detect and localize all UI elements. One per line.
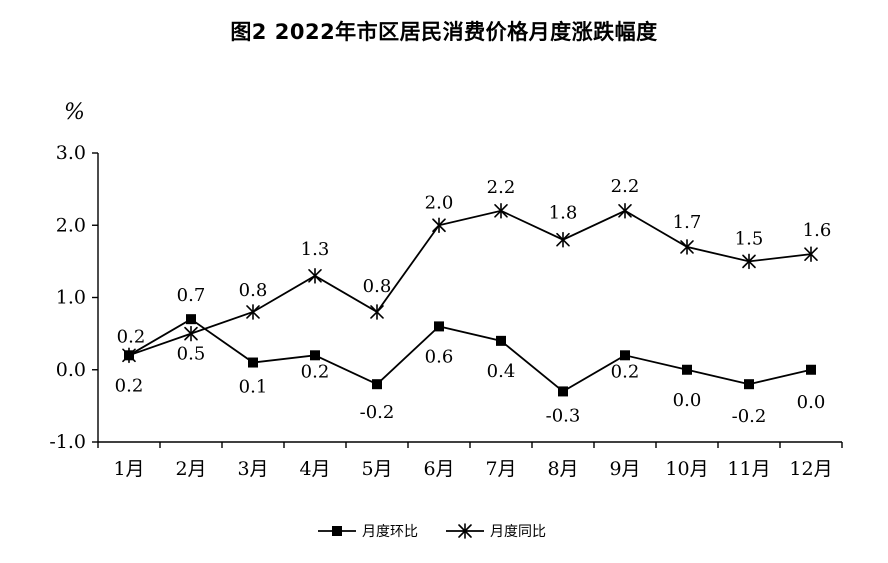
yoy-point [494,203,508,219]
mom-data-label: 0.0 [797,392,826,413]
yoy-point [432,217,446,234]
yoy-point [122,347,136,364]
mom-data-label: 0.7 [177,285,206,306]
mom-data-label: 0.6 [425,346,454,367]
yoy-point [246,304,260,320]
yoy-data-label: 1.7 [673,212,702,233]
y-tick-label: -1.0 [49,431,86,453]
x-tick-label: 2月 [175,458,206,480]
mom-point [186,314,196,325]
mom-series-line [128,318,812,393]
mom-data-label: 0.4 [487,361,516,382]
yoy-data-label: 0.8 [363,276,392,297]
yoy-data-label: 2.2 [611,176,640,197]
y-tick-label: 1.0 [56,287,86,309]
mom-point [372,379,382,390]
mom-point [496,335,506,346]
x-tick-label: 6月 [423,458,454,480]
yoy-data-label: 2.2 [487,177,516,198]
yoy-point [680,239,694,255]
mom-point [310,350,320,361]
x-tick-label: 11月 [727,458,770,480]
legend-label: 月度同比 [490,524,546,540]
yoy-point [308,268,322,284]
mom-data-label: -0.3 [546,405,581,426]
mom-point [248,357,258,368]
yoy-point [184,325,198,342]
mom-point [744,379,754,390]
x-tick-label: 12月 [789,458,832,480]
legend-star-marker [458,523,472,539]
yoy-point [742,253,756,270]
yoy-data-label: 0.5 [177,344,206,365]
x-tick-label: 8月 [547,458,578,480]
mom-data-label: 0.2 [611,361,640,382]
legend-square-marker [332,526,342,536]
mom-point [558,386,568,397]
yoy-data-label: 0.2 [117,326,146,347]
y-axis-unit-label: % [64,100,85,125]
yoy-data-label: 1.3 [301,239,330,260]
x-tick-label: 4月 [299,458,330,480]
yoy-series-line [128,209,812,357]
yoy-point [556,231,570,248]
mom-data-label: -0.2 [360,402,395,423]
legend-label: 月度环比 [362,524,418,540]
y-tick-label: 3.0 [56,142,86,164]
mom-point [434,321,444,332]
yoy-point [804,246,818,262]
yoy-data-label: 2.0 [425,192,454,213]
yoy-point [618,203,632,219]
yoy-data-label: 1.6 [803,220,832,241]
x-tick-label: 3月 [237,458,268,480]
y-tick-label: 2.0 [56,214,86,236]
mom-point [620,350,630,361]
mom-data-label: 0.1 [239,377,268,398]
x-tick-label: 7月 [485,458,516,480]
chart-title: 图2 2022年市区居民消费价格月度涨跌幅度 [230,20,658,44]
y-tick-label: 0.0 [56,359,86,381]
x-tick-label: 9月 [609,458,640,480]
mom-data-label: 0.2 [301,361,330,382]
yoy-data-label: 1.5 [735,228,764,249]
yoy-data-label: 1.8 [549,203,578,224]
yoy-point [370,304,384,320]
x-tick-label: 1月 [113,458,144,480]
yoy-data-label: 0.8 [239,280,268,301]
x-tick-label: 5月 [361,458,392,480]
mom-data-label: 0.0 [673,390,702,411]
x-tick-label: 10月 [665,458,708,480]
mom-data-label: 0.2 [115,375,144,396]
mom-point [806,364,816,375]
mom-point [682,364,692,375]
mom-data-label: -0.2 [732,406,767,427]
